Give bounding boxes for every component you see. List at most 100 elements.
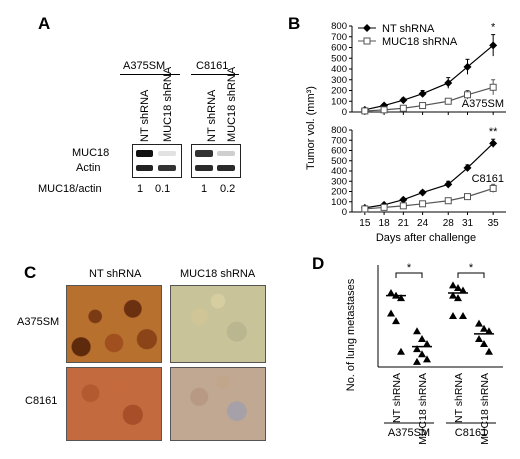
x-tick-label: 15 bbox=[359, 218, 371, 229]
data-point bbox=[449, 312, 457, 319]
data-point bbox=[361, 205, 369, 213]
data-point bbox=[444, 97, 452, 105]
x-tick-label: 21 bbox=[398, 218, 410, 229]
data-point bbox=[397, 294, 405, 302]
y-axis-label: Tumor vol. (mm³) bbox=[305, 86, 317, 170]
lane-label: MUC18 shRNA bbox=[162, 66, 174, 142]
data-point bbox=[444, 78, 453, 87]
data-point bbox=[463, 163, 472, 172]
significance-marker: * bbox=[491, 22, 496, 34]
cell-line-a375sm-label: A375SM bbox=[123, 60, 166, 72]
data-point bbox=[444, 197, 452, 205]
western-blot-c8161 bbox=[191, 144, 241, 178]
row-label-actin: Actin bbox=[76, 162, 101, 174]
data-point bbox=[419, 102, 427, 110]
data-point bbox=[459, 286, 467, 294]
data-point bbox=[423, 355, 431, 363]
y-tick-label: 600 bbox=[331, 146, 347, 157]
legend-label: NT shRNA bbox=[382, 23, 435, 35]
panel-d-letter: D bbox=[312, 254, 325, 273]
x-axis-label: Days after challenge bbox=[376, 232, 476, 244]
y-tick-label: 400 bbox=[331, 166, 347, 177]
lane-label: MUC18 shRNA bbox=[226, 66, 238, 142]
y-tick-label: 500 bbox=[331, 53, 347, 64]
data-point bbox=[399, 195, 408, 204]
data-point bbox=[418, 188, 427, 197]
data-point bbox=[454, 294, 462, 302]
metastases-plot: NT shRNA MUC18 shRNA NT shRNA MUC18 shRNA * *… bbox=[377, 262, 503, 445]
band-muc18-nt bbox=[136, 150, 153, 157]
group-label: MUC18 shRNA bbox=[417, 373, 429, 445]
cell-line-label: A375SM bbox=[462, 98, 504, 110]
panel-a-letter: A bbox=[38, 14, 51, 33]
lung-metastases-chart: No. of lung metastases NT shRNA MUC18 shR… bbox=[345, 262, 503, 445]
data-point bbox=[413, 345, 421, 353]
significance-bracket bbox=[457, 272, 485, 278]
y-tick-label: 600 bbox=[331, 43, 347, 54]
band-muc18-kd bbox=[158, 151, 176, 156]
y-tick-label: 0 bbox=[342, 207, 347, 218]
data-point bbox=[463, 62, 472, 71]
legend-marker bbox=[363, 24, 371, 32]
cell-line-c8161-label: C8161 bbox=[196, 60, 229, 72]
cell-line-label: C8161 bbox=[455, 427, 487, 439]
y-tick-label: 800 bbox=[331, 21, 347, 32]
band-actin-nt bbox=[195, 165, 213, 171]
data-point bbox=[449, 281, 457, 289]
ratio-value: 0.1 bbox=[155, 183, 171, 195]
cell-line-underline bbox=[191, 74, 239, 75]
data-point bbox=[475, 334, 483, 342]
y-tick-label: 800 bbox=[331, 125, 347, 136]
cell-line-underline bbox=[120, 74, 180, 75]
x-tick-label: 35 bbox=[488, 218, 500, 229]
data-point bbox=[489, 139, 498, 148]
data-point bbox=[459, 312, 467, 319]
data-point bbox=[380, 203, 388, 211]
band-actin-kd bbox=[158, 165, 176, 171]
lane-label: NT shRNA bbox=[139, 89, 151, 142]
cell-line-label: C8161 bbox=[472, 173, 504, 185]
ihc-image-a375sm-nt bbox=[66, 285, 162, 363]
ihc-row-label: A375SM bbox=[17, 316, 60, 328]
significance-marker: * bbox=[407, 262, 412, 274]
data-point bbox=[464, 193, 471, 201]
data-point bbox=[464, 91, 471, 99]
data-point bbox=[480, 340, 488, 348]
ihc-col-label: MUC18 shRNA bbox=[180, 268, 256, 280]
data-point bbox=[413, 357, 421, 365]
ratio-value: 1 bbox=[201, 183, 208, 195]
ratio-label: MUC18/actin bbox=[38, 183, 102, 195]
data-point bbox=[418, 89, 427, 98]
y-tick-label: 700 bbox=[331, 32, 347, 43]
y-tick-label: 500 bbox=[331, 156, 347, 167]
legend-marker bbox=[363, 37, 371, 45]
x-tick-label: 31 bbox=[462, 218, 474, 229]
ihc-image-c8161-nt bbox=[66, 367, 162, 441]
data-point bbox=[399, 104, 407, 112]
data-point bbox=[489, 41, 498, 50]
y-tick-label: 100 bbox=[331, 197, 347, 208]
band-muc18-kd bbox=[217, 151, 235, 156]
y-tick-label: 400 bbox=[331, 64, 347, 75]
row-label-muc18: MUC18 bbox=[72, 147, 110, 159]
data-point bbox=[475, 319, 483, 327]
data-point bbox=[454, 283, 462, 291]
data-point bbox=[380, 106, 388, 114]
data-point bbox=[485, 327, 493, 335]
panel-c-letter: C bbox=[24, 263, 37, 282]
significance-bracket bbox=[395, 272, 423, 278]
band-actin-nt bbox=[136, 165, 153, 171]
ihc-col-label: NT shRNA bbox=[89, 268, 142, 280]
x-tick-label: 28 bbox=[443, 218, 455, 229]
data-point bbox=[449, 291, 457, 299]
ihc-image-c8161-muc18 bbox=[170, 367, 266, 441]
data-point bbox=[399, 96, 408, 105]
panel-b-letter: B bbox=[288, 14, 301, 33]
data-point bbox=[419, 200, 427, 208]
x-tick-label: 18 bbox=[379, 218, 391, 229]
y-tick-label: 700 bbox=[331, 135, 347, 146]
data-point bbox=[392, 317, 400, 325]
data-point bbox=[423, 340, 431, 348]
data-point bbox=[399, 202, 407, 210]
